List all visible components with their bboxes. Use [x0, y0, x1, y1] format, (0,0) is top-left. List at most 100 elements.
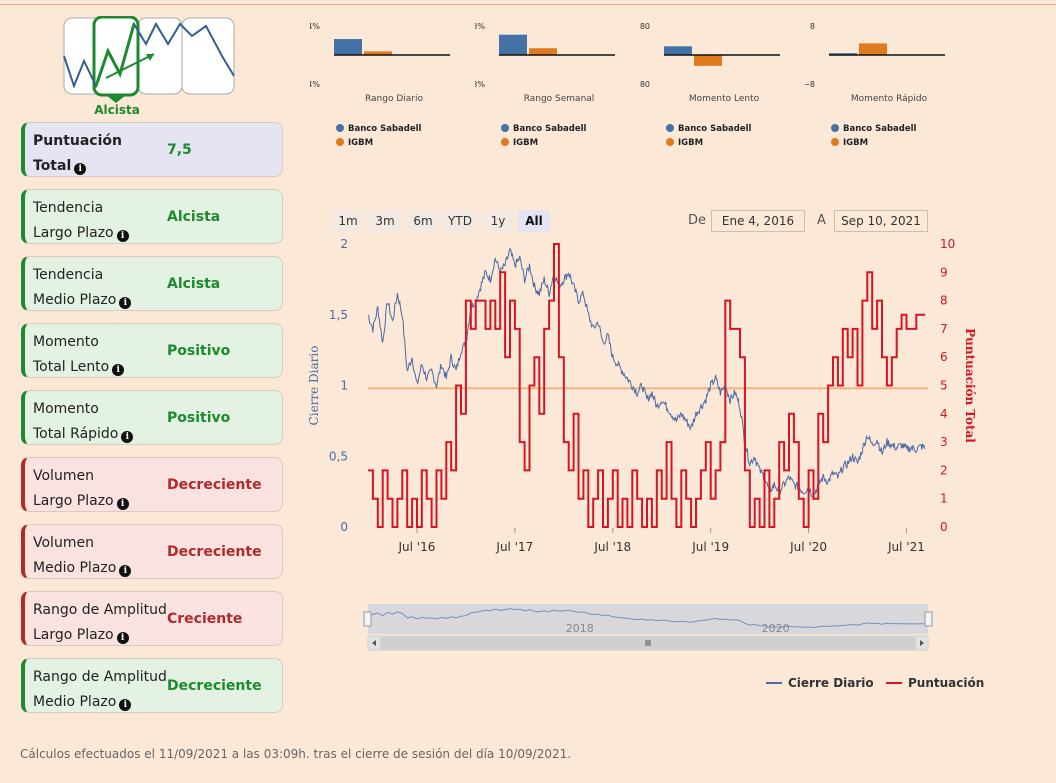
- card-label-line2: Largo Plazo: [33, 627, 114, 643]
- navigator-handle-right[interactable]: [924, 611, 933, 627]
- scroll-right-icon[interactable]: [920, 640, 924, 646]
- mini-tick-top: 3%: [475, 22, 485, 31]
- main-legend: Cierre Diario Puntuación: [766, 676, 984, 690]
- navigator-window[interactable]: [368, 604, 928, 634]
- card-label: Momento Total Lento i: [33, 330, 125, 380]
- series-puntuacion[interactable]: [368, 243, 926, 528]
- indicator-card: Momento Total Lento i Positivo: [21, 323, 283, 378]
- date-from-input[interactable]: Ene 4, 2016: [711, 210, 805, 232]
- mini-bar: [364, 51, 392, 55]
- right-tick-label: 9: [940, 265, 948, 279]
- navigator-series: [367, 608, 926, 629]
- card-label-line2: Largo Plazo: [33, 493, 114, 509]
- mini-legend-label[interactable]: IGBM: [513, 138, 538, 148]
- card-label-line1: Volumen: [33, 468, 94, 484]
- mini-legend-label[interactable]: Banco Sabadell: [678, 124, 752, 134]
- info-icon[interactable]: i: [116, 498, 129, 510]
- mini-bar: [859, 43, 887, 55]
- card-label-line1: Volumen: [33, 535, 94, 551]
- mini-bar: [334, 39, 362, 55]
- trend-panel-right: [181, 17, 235, 95]
- mini-bar: [829, 53, 857, 55]
- mini-legend-label[interactable]: IGBM: [843, 138, 868, 148]
- card-label-line1: Tendencia: [33, 200, 104, 216]
- card-label: Tendencia Medio Plazo i: [33, 263, 132, 313]
- info-icon[interactable]: i: [74, 163, 87, 175]
- date-from-label: De: [688, 213, 707, 228]
- mini-tick-bottom: −4%: [310, 80, 320, 89]
- card-label: Rango de Amplitud Medio Plazo i: [33, 665, 167, 715]
- card-label-line2: Medio Plazo: [33, 560, 117, 576]
- trend-pointer: [106, 95, 126, 103]
- left-axis-title: Cierre Diario: [307, 346, 321, 426]
- mini-legend-dot: [666, 138, 674, 146]
- legend-close-label[interactable]: Cierre Diario: [788, 676, 874, 690]
- mini-chart-title: Rango Diario: [365, 94, 424, 104]
- mini-legend-label[interactable]: IGBM: [678, 138, 703, 148]
- card-value: Positivo: [167, 410, 231, 426]
- x-tick-label: Jul '16: [398, 540, 436, 554]
- trend-arrow-head: [146, 54, 154, 61]
- navigator-handle-left[interactable]: [363, 611, 372, 627]
- mini-legend-dot: [666, 124, 674, 132]
- right-tick-label: 7: [940, 322, 948, 336]
- card-label-line2: Medio Plazo: [33, 292, 117, 308]
- main-chart: 0 0,5 1 1,5 2 0 1 2 3 4 5 6 7 8 9 10 Cierre Diario Puntua…: [307, 237, 977, 651]
- date-to-label: A: [817, 213, 826, 228]
- range-all-button[interactable]: All: [518, 210, 550, 232]
- card-label: Volumen Largo Plazo i: [33, 464, 129, 514]
- left-tick-label: 1: [340, 379, 348, 393]
- range-1m-button[interactable]: 1m: [333, 210, 363, 232]
- left-tick-label: 0: [340, 520, 348, 534]
- range-6m-button[interactable]: 6m: [407, 210, 439, 232]
- range-ytd-button[interactable]: YTD: [443, 210, 477, 232]
- x-tick-label: Jul '20: [789, 540, 827, 554]
- mini-legend-label[interactable]: Banco Sabadell: [348, 124, 422, 134]
- mini-legend-label[interactable]: Banco Sabadell: [843, 124, 917, 134]
- legend-score-label[interactable]: Puntuación: [908, 676, 984, 690]
- info-icon[interactable]: i: [119, 297, 132, 309]
- card-label: Puntuación Total i: [33, 129, 122, 179]
- card-value: Decreciente: [167, 544, 262, 560]
- mini-chart-momento-rapido: 8 −8 Momento Rápido Banco Sabadell IGBM: [805, 22, 945, 148]
- mini-tick-bottom: −8: [805, 80, 815, 89]
- series-cierre-diario[interactable]: [367, 247, 926, 502]
- date-to-input[interactable]: Sep 10, 2021: [834, 210, 928, 232]
- range-1y-button[interactable]: 1y: [483, 210, 513, 232]
- mini-legend-dot: [501, 138, 509, 146]
- info-icon[interactable]: i: [116, 230, 129, 242]
- mini-legend-label[interactable]: IGBM: [348, 138, 373, 148]
- indicator-card: Rango de Amplitud Largo Plazo i Creciente: [21, 591, 283, 646]
- info-icon[interactable]: i: [119, 565, 132, 577]
- card-label-line1: Puntuación: [33, 133, 122, 149]
- left-tick-label: 0,5: [329, 449, 348, 463]
- trend-label: Alcista: [94, 103, 140, 117]
- x-tick-label: Jul '17: [495, 540, 533, 554]
- top-rule: [0, 4, 1056, 5]
- card-label: Tendencia Largo Plazo i: [33, 196, 129, 246]
- mini-chart-rango-diario: 4% −4% Rango Diario Banco Sabadell IGBM: [310, 22, 450, 148]
- right-tick-label: 1: [940, 492, 948, 506]
- card-label-line1: Rango de Amplitud: [33, 669, 167, 685]
- info-icon[interactable]: i: [116, 632, 129, 644]
- scroll-left-icon[interactable]: [372, 640, 376, 646]
- mini-tick-bottom: −3%: [475, 80, 485, 89]
- footer-note: Cálculos efectuados el 11/09/2021 a las …: [20, 747, 572, 761]
- card-label-line1: Rango de Amplitud: [33, 602, 167, 618]
- card-label-line1: Tendencia: [33, 267, 104, 283]
- card-value: Alcista: [167, 276, 221, 292]
- mini-legend-label[interactable]: Banco Sabadell: [513, 124, 587, 134]
- right-tick-label: 4: [940, 407, 948, 421]
- indicator-card: Volumen Medio Plazo i Decreciente: [21, 524, 283, 579]
- card-value: Alcista: [167, 209, 221, 225]
- mini-bar: [529, 48, 557, 55]
- info-icon[interactable]: i: [119, 699, 132, 711]
- range-3m-button[interactable]: 3m: [369, 210, 401, 232]
- info-icon[interactable]: i: [112, 364, 125, 376]
- card-label-line2: Total: [33, 158, 72, 174]
- card-value: Decreciente: [167, 477, 262, 493]
- info-icon[interactable]: i: [121, 431, 134, 443]
- indicator-card: Tendencia Largo Plazo i Alcista: [21, 189, 283, 244]
- card-label: Momento Total Rápido i: [33, 397, 134, 447]
- card-value: Decreciente: [167, 678, 262, 694]
